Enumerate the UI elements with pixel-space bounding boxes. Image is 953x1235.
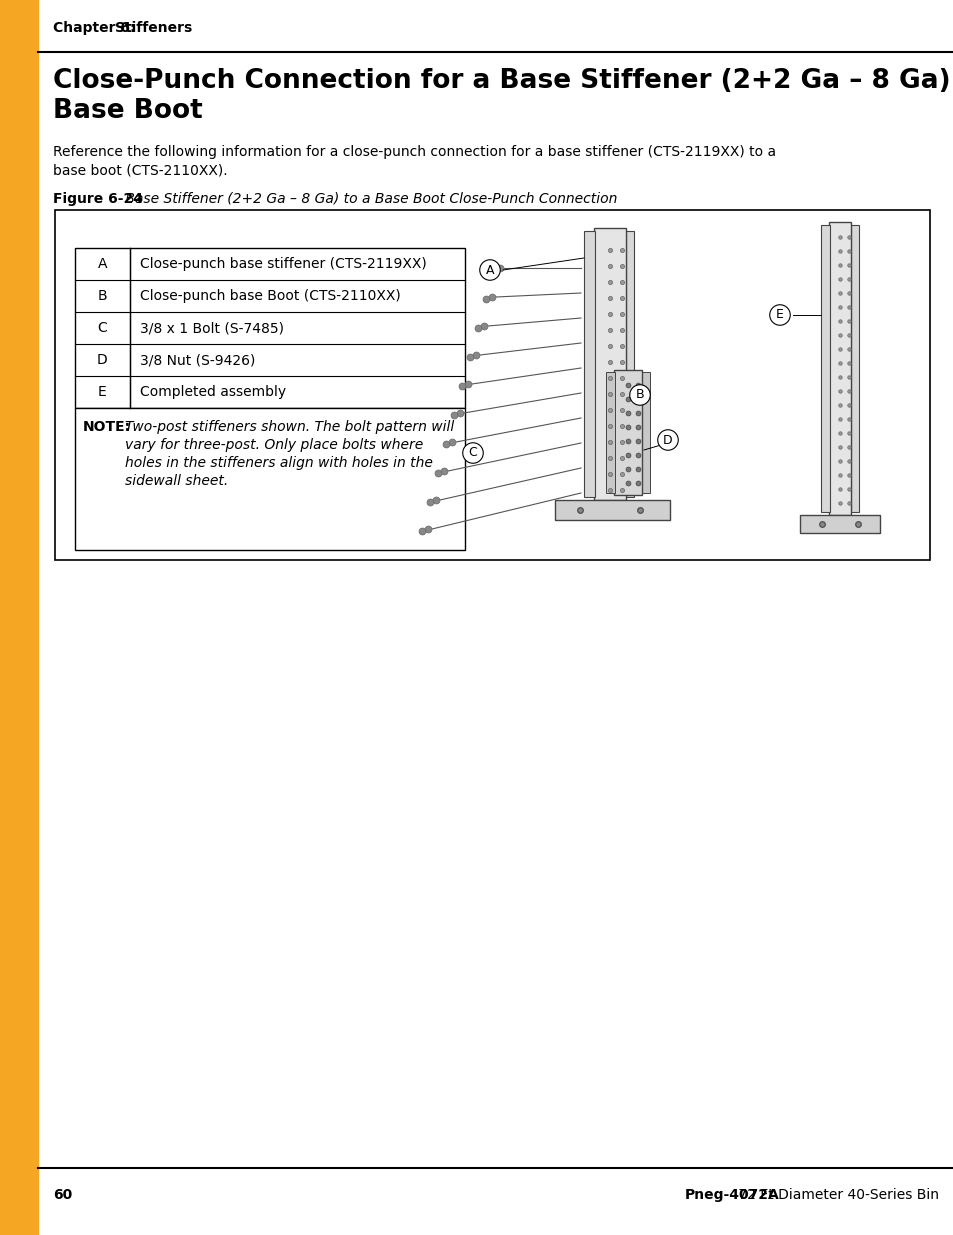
Text: Two-post stiffeners shown. The bolt pattern will: Two-post stiffeners shown. The bolt patt… (125, 420, 454, 433)
Text: D: D (662, 433, 672, 447)
Bar (828, 222, 850, 515)
Text: NOTE:: NOTE: (83, 420, 131, 433)
Bar (583, 231, 595, 496)
Text: Figure 6-24: Figure 6-24 (53, 191, 143, 206)
Bar (605, 372, 615, 493)
Bar (594, 228, 625, 500)
Text: E: E (98, 385, 107, 399)
Text: Reference the following information for a close-punch connection for a base stif: Reference the following information for … (53, 144, 776, 159)
Text: A: A (97, 257, 107, 270)
Bar (850, 225, 858, 513)
Text: Close-punch base Boot (CTS-2110XX): Close-punch base Boot (CTS-2110XX) (140, 289, 400, 303)
Text: Base Boot: Base Boot (53, 98, 203, 124)
Text: D: D (97, 353, 108, 367)
Text: Pneg-4072A: Pneg-4072A (684, 1188, 779, 1202)
Bar (75, 408, 464, 550)
Text: 3/8 x 1 Bolt (S-7485): 3/8 x 1 Bolt (S-7485) (140, 321, 284, 335)
Bar (641, 372, 649, 493)
Bar (75, 248, 464, 408)
Bar (821, 225, 829, 513)
Text: sidewall sheet.: sidewall sheet. (125, 474, 228, 488)
Text: 3/8 Nut (S-9426): 3/8 Nut (S-9426) (140, 353, 255, 367)
Text: Completed assembly: Completed assembly (140, 385, 286, 399)
Text: Close-punch base stiffener (CTS-2119XX): Close-punch base stiffener (CTS-2119XX) (140, 257, 426, 270)
Text: Stiffeners: Stiffeners (115, 21, 193, 35)
Text: Chapter 6:: Chapter 6: (53, 21, 140, 35)
Bar (614, 370, 641, 495)
Text: C: C (468, 447, 476, 459)
Text: A: A (485, 263, 494, 277)
Text: base boot (CTS-2110XX).: base boot (CTS-2110XX). (53, 163, 228, 177)
Text: C: C (97, 321, 108, 335)
Text: holes in the stiffeners align with holes in the: holes in the stiffeners align with holes… (125, 456, 433, 471)
Text: E: E (775, 309, 783, 321)
Bar (555, 500, 669, 520)
Text: 60: 60 (53, 1188, 72, 1202)
Text: B: B (635, 389, 643, 401)
Text: 72 Ft Diameter 40-Series Bin: 72 Ft Diameter 40-Series Bin (733, 1188, 938, 1202)
Text: B: B (97, 289, 107, 303)
Text: Close-Punch Connection for a Base Stiffener (2+2 Ga – 8 Ga) to a: Close-Punch Connection for a Base Stiffe… (53, 68, 953, 94)
Text: vary for three-post. Only place bolts where: vary for three-post. Only place bolts wh… (125, 438, 423, 452)
Text: Base Stiffener (2+2 Ga – 8 Ga) to a Base Boot Close-Punch Connection: Base Stiffener (2+2 Ga – 8 Ga) to a Base… (121, 191, 617, 206)
Bar (0, 0, 38, 1235)
Bar (55, 210, 929, 559)
Bar (800, 515, 879, 534)
Bar (625, 231, 634, 496)
